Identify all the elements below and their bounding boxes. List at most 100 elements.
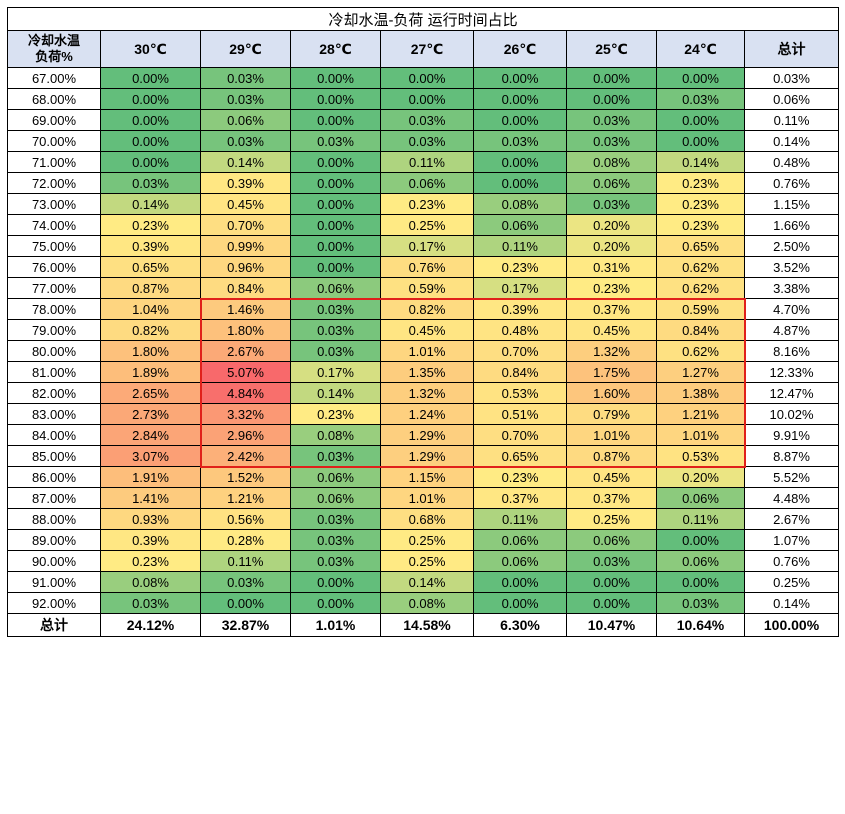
value-cell: 0.00%	[473, 151, 567, 173]
value-cell: 0.00%	[473, 172, 567, 194]
table-row: 91.00% 0.08% 0.03% 0.00% 0.14% 0.00% 0.00% 0.00…	[7, 571, 840, 593]
value-cell: 0.00%	[100, 67, 201, 89]
value-cell: 0.00%	[290, 214, 381, 236]
row-total-cell: 0.76%	[743, 172, 840, 194]
value-cell: 0.03%	[290, 550, 381, 572]
value-cell: 0.96%	[200, 256, 291, 278]
value-cell: 0.06%	[473, 529, 567, 551]
value-cell: 0.39%	[100, 529, 201, 551]
value-cell: 0.48%	[473, 319, 567, 341]
corner-top-label: 冷却水温	[27, 33, 80, 48]
table-row: 89.00% 0.39% 0.28% 0.03% 0.25% 0.06% 0.06% 0.00…	[7, 529, 840, 551]
corner-bottom-label: 负荷%	[35, 49, 73, 64]
row-total-cell: 12.33%	[743, 361, 840, 383]
value-cell: 0.31%	[566, 256, 657, 278]
value-cell: 0.14%	[656, 151, 745, 173]
row-total-cell: 8.87%	[743, 445, 840, 467]
value-cell: 1.04%	[100, 298, 201, 320]
totals-label: 总计	[7, 613, 101, 637]
value-cell: 0.59%	[656, 298, 745, 320]
table-row: 86.00% 1.91% 1.52% 0.06% 1.15% 0.23% 0.45% 0.20…	[7, 466, 840, 488]
value-cell: 0.03%	[100, 592, 201, 614]
value-cell: 0.06%	[290, 487, 381, 509]
row-load-label: 92.00%	[7, 592, 101, 614]
value-cell: 2.96%	[200, 424, 291, 446]
value-cell: 0.06%	[200, 109, 291, 131]
value-cell: 0.14%	[200, 151, 291, 173]
value-cell: 1.21%	[656, 403, 745, 425]
value-cell: 0.06%	[380, 172, 474, 194]
table-row: 71.00% 0.00% 0.14% 0.00% 0.11% 0.00% 0.08% 0.14…	[7, 151, 840, 173]
value-cell: 0.23%	[566, 277, 657, 299]
value-cell: 0.23%	[100, 214, 201, 236]
corner-header: 冷却水温 负荷%	[7, 30, 101, 68]
table-row: 88.00% 0.93% 0.56% 0.03% 0.68% 0.11% 0.25% 0.11…	[7, 508, 840, 530]
value-cell: 0.00%	[656, 109, 745, 131]
value-cell: 0.03%	[290, 130, 381, 152]
row-load-label: 76.00%	[7, 256, 101, 278]
value-cell: 1.01%	[566, 424, 657, 446]
value-cell: 0.00%	[656, 130, 745, 152]
value-cell: 4.84%	[200, 382, 291, 404]
value-cell: 0.00%	[566, 592, 657, 614]
load-temperature-table: 冷却水温-负荷 运行时间占比 冷却水温 负荷% 30℃ 29℃ 28℃ 27℃ 26℃ 25…	[6, 7, 840, 637]
value-cell: 0.82%	[100, 319, 201, 341]
row-total-cell: 4.70%	[743, 298, 840, 320]
value-cell: 0.82%	[380, 298, 474, 320]
value-cell: 0.65%	[473, 445, 567, 467]
table-row: 83.00% 2.73% 3.32% 0.23% 1.24% 0.51% 0.79% 1.21…	[7, 403, 840, 425]
value-cell: 1.01%	[380, 487, 474, 509]
value-cell: 1.75%	[566, 361, 657, 383]
row-load-label: 67.00%	[7, 67, 101, 89]
value-cell: 3.32%	[200, 403, 291, 425]
value-cell: 0.37%	[473, 487, 567, 509]
value-cell: 0.00%	[290, 235, 381, 257]
value-cell: 0.06%	[473, 214, 567, 236]
row-total-cell: 0.14%	[743, 592, 840, 614]
grand-total-cell: 100.00%	[743, 613, 840, 637]
value-cell: 0.93%	[100, 508, 201, 530]
value-cell: 0.00%	[290, 67, 381, 89]
value-cell: 0.03%	[566, 550, 657, 572]
value-cell: 0.56%	[200, 508, 291, 530]
value-cell: 1.46%	[200, 298, 291, 320]
column-total-cell: 14.58%	[380, 613, 474, 637]
value-cell: 0.23%	[473, 466, 567, 488]
value-cell: 0.08%	[566, 151, 657, 173]
value-cell: 0.08%	[473, 193, 567, 215]
table-row: 69.00% 0.00% 0.06% 0.00% 0.03% 0.00% 0.03% 0.00…	[7, 109, 840, 131]
value-cell: 1.32%	[566, 340, 657, 362]
value-cell: 0.03%	[656, 88, 745, 110]
value-cell: 0.03%	[566, 109, 657, 131]
value-cell: 0.03%	[473, 130, 567, 152]
row-total-cell: 1.15%	[743, 193, 840, 215]
value-cell: 0.17%	[290, 361, 381, 383]
value-cell: 0.06%	[473, 550, 567, 572]
value-cell: 0.00%	[473, 592, 567, 614]
row-load-label: 87.00%	[7, 487, 101, 509]
value-cell: 0.03%	[200, 130, 291, 152]
table-row: 74.00% 0.23% 0.70% 0.00% 0.25% 0.06% 0.20% 0.23…	[7, 214, 840, 236]
row-total-cell: 0.76%	[743, 550, 840, 572]
value-cell: 0.45%	[566, 466, 657, 488]
value-cell: 0.62%	[656, 340, 745, 362]
value-cell: 1.21%	[200, 487, 291, 509]
column-header: 30℃	[100, 30, 201, 68]
row-total-cell: 1.07%	[743, 529, 840, 551]
value-cell: 0.06%	[566, 172, 657, 194]
value-cell: 0.00%	[100, 88, 201, 110]
column-header: 27℃	[380, 30, 474, 68]
value-cell: 0.14%	[290, 382, 381, 404]
value-cell: 0.17%	[473, 277, 567, 299]
value-cell: 0.00%	[200, 592, 291, 614]
value-cell: 0.00%	[290, 592, 381, 614]
column-header: 29℃	[200, 30, 291, 68]
table-row: 70.00% 0.00% 0.03% 0.03% 0.03% 0.03% 0.03% 0.00…	[7, 130, 840, 152]
row-load-label: 83.00%	[7, 403, 101, 425]
value-cell: 0.03%	[290, 529, 381, 551]
totals-row: 总计 24.12% 32.87% 1.01% 14.58% 6.30% 10.47% 10.6…	[7, 613, 840, 637]
value-cell: 0.62%	[656, 277, 745, 299]
column-header: 26℃	[473, 30, 567, 68]
table-row: 90.00% 0.23% 0.11% 0.03% 0.25% 0.06% 0.03% 0.06…	[7, 550, 840, 572]
value-cell: 0.84%	[473, 361, 567, 383]
